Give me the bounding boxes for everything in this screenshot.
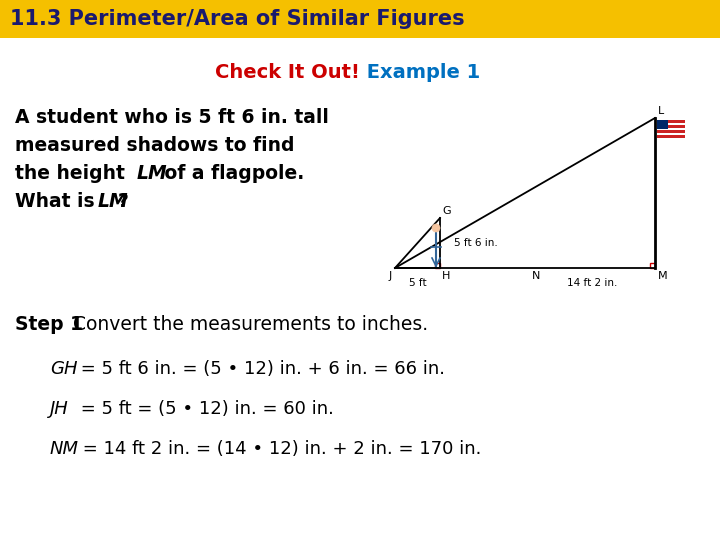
Bar bbox=[657, 138, 685, 140]
Text: GH: GH bbox=[50, 360, 78, 378]
Text: of a flagpole.: of a flagpole. bbox=[158, 164, 305, 183]
Bar bbox=[657, 120, 685, 138]
Text: measured shadows to find: measured shadows to find bbox=[15, 136, 294, 155]
Text: Convert the measurements to inches.: Convert the measurements to inches. bbox=[67, 315, 428, 334]
Text: What is: What is bbox=[15, 192, 101, 211]
Bar bbox=[0, 0, 720, 38]
Text: Example 1: Example 1 bbox=[360, 64, 480, 83]
Text: Check It Out!: Check It Out! bbox=[215, 64, 360, 83]
Bar bbox=[657, 133, 685, 136]
Bar bbox=[657, 123, 685, 125]
Text: 5 ft: 5 ft bbox=[409, 278, 426, 288]
Text: H: H bbox=[442, 271, 451, 281]
Text: A student who is 5 ft 6 in. tall: A student who is 5 ft 6 in. tall bbox=[15, 108, 329, 127]
Text: = 14 ft 2 in. = (14 • 12) in. + 2 in. = 170 in.: = 14 ft 2 in. = (14 • 12) in. + 2 in. = … bbox=[77, 440, 482, 458]
Text: ?: ? bbox=[118, 192, 129, 211]
Text: J: J bbox=[389, 271, 392, 281]
Text: G: G bbox=[442, 206, 451, 216]
Text: 11.3 Perimeter/Area of Similar Figures: 11.3 Perimeter/Area of Similar Figures bbox=[10, 9, 464, 29]
Text: LM: LM bbox=[137, 164, 168, 183]
Bar bbox=[650, 263, 655, 268]
Text: L: L bbox=[658, 106, 665, 116]
Circle shape bbox=[432, 224, 440, 232]
Text: = 5 ft = (5 • 12) in. = 60 in.: = 5 ft = (5 • 12) in. = 60 in. bbox=[75, 400, 334, 418]
Text: the height: the height bbox=[15, 164, 131, 183]
Text: M: M bbox=[658, 271, 667, 281]
Text: 14 ft 2 in.: 14 ft 2 in. bbox=[567, 278, 618, 288]
Text: NM: NM bbox=[50, 440, 79, 458]
Text: Step 1: Step 1 bbox=[15, 315, 83, 334]
Text: 5 ft 6 in.: 5 ft 6 in. bbox=[454, 238, 498, 248]
Text: N: N bbox=[532, 271, 541, 281]
Text: JH: JH bbox=[50, 400, 68, 418]
Bar bbox=[657, 128, 685, 130]
Text: LM: LM bbox=[98, 192, 129, 211]
Bar bbox=[435, 263, 440, 268]
Text: = 5 ft 6 in. = (5 • 12) in. + 6 in. = 66 in.: = 5 ft 6 in. = (5 • 12) in. + 6 in. = 66… bbox=[75, 360, 445, 378]
Bar bbox=[657, 120, 668, 129]
